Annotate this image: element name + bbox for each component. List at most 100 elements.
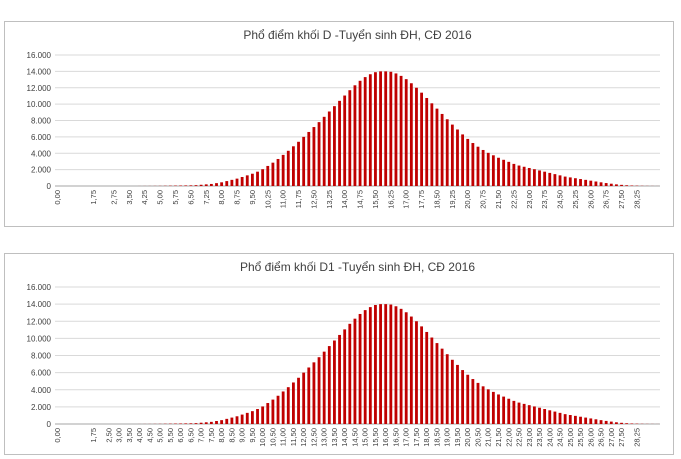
x-tick-label: 4,00 [135,428,144,443]
y-tick-label: 12.000 [27,84,52,93]
bar [589,418,593,424]
bar [292,146,295,186]
bar [456,364,459,424]
x-tick-label: 7,25 [202,190,211,205]
bar [425,97,429,186]
bar [271,399,275,424]
x-tick-label: 15,00 [361,428,370,447]
y-tick-label: 16.000 [27,51,52,60]
x-tick-label: 6,50 [186,428,195,443]
bar [184,423,188,424]
bar [615,184,618,186]
bar [435,108,439,186]
y-tick-label: 6.000 [31,133,52,142]
bar [266,165,270,186]
bar [599,182,603,186]
bar [343,329,347,424]
bar [230,179,234,186]
bar [348,323,352,424]
x-tick-label: 16,25 [386,190,395,209]
bar [240,176,244,186]
y-tick-label: 4.000 [31,149,52,158]
bar [553,174,557,186]
bar [312,127,316,186]
bar [374,72,377,186]
x-tick-label: 1,75 [89,190,98,205]
x-tick-label: 14,50 [350,428,359,447]
bar [440,113,444,186]
bar [297,141,300,186]
bar [317,122,321,186]
y-tick-label: 2.000 [31,403,52,412]
x-tick-label: 19,25 [448,190,457,209]
bar [322,116,326,186]
bar [486,389,490,424]
bar [476,146,480,186]
x-tick-label: 24,00 [545,428,554,447]
bar [502,159,506,186]
bar [363,310,367,424]
x-tick-label: 22,25 [509,190,518,209]
y-tick-label: 10.000 [27,334,52,343]
bar [327,111,331,186]
bar [338,334,341,424]
bar [481,386,485,424]
bar [415,87,418,186]
bar [573,178,577,186]
x-tick-label: 26,00 [586,190,595,209]
x-tick-label: 10,25 [263,190,272,209]
x-tick-label: 1,75 [89,428,98,443]
x-tick-label: 7,00 [197,428,206,443]
bar [368,74,372,186]
x-tick-label: 18,50 [432,428,441,447]
bar [379,71,382,186]
bar [538,407,541,424]
x-tick-label: 8,00 [217,428,226,443]
x-tick-label: 24,50 [556,190,565,209]
bar [204,422,208,424]
x-tick-label: 9,50 [248,190,257,205]
bar [594,419,598,424]
bar [276,158,280,186]
bar [538,170,541,186]
x-tick-label: 22,00 [504,428,513,447]
bar [481,149,485,186]
bar [261,406,265,424]
bar [194,423,198,424]
bar [512,400,516,424]
y-tick-label: 16.000 [27,283,52,292]
bar [491,155,495,186]
bar [389,304,393,424]
bar [286,150,290,186]
x-tick-label: 11,00 [279,190,288,208]
bar [281,154,285,186]
x-tick-label: 27,50 [617,428,626,447]
x-tick-label: 11,50 [289,428,298,446]
x-tick-label: 3,50 [125,428,134,443]
bar [399,308,403,424]
bar [461,370,465,424]
x-tick-label: 27,50 [617,190,626,209]
x-tick-label: 16,50 [391,428,400,447]
bar [220,182,224,186]
x-tick-label: 12,00 [299,428,308,447]
x-tick-label: 8,50 [227,428,236,443]
x-tick-label: 11,00 [279,428,288,446]
x-tick-label: 17,75 [417,190,426,209]
bar [404,79,408,186]
bar [620,422,623,424]
bar [430,103,434,186]
x-tick-label: 5,00 [156,190,165,205]
x-tick-label: 5,75 [171,190,180,205]
x-tick-label: 10,50 [268,428,277,447]
bar [497,394,500,424]
bar [199,184,203,186]
bar [292,382,295,424]
bar [563,176,567,186]
bar [589,180,593,186]
x-tick-label: 25,00 [566,428,575,447]
bar [266,403,270,424]
x-tick-label: 21,50 [494,190,503,209]
bar [384,304,388,424]
x-tick-label: 28,25 [632,190,641,209]
